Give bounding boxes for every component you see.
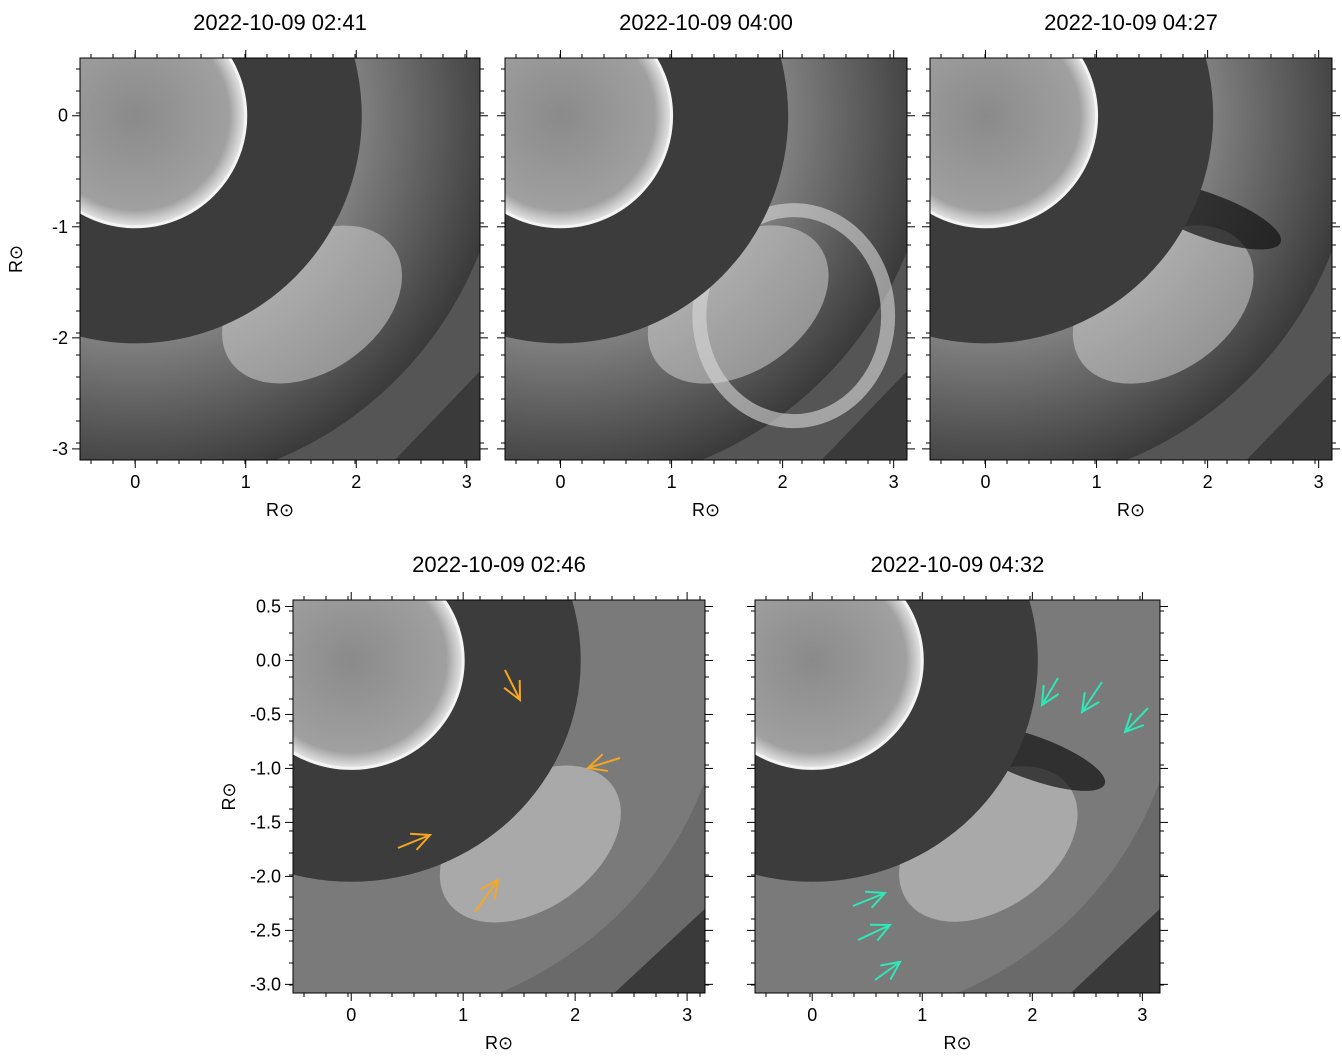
x-tick-label: 0 <box>346 1005 356 1025</box>
x-tick-label: 3 <box>1137 1005 1147 1025</box>
x-tick-label: 1 <box>917 1005 927 1025</box>
figure: 2022-10-09 02:41 0 1 2 3 -3 -2 -1 0 R⊙ R⊙ 2022-10-0… <box>0 0 1342 1057</box>
y-tick-label: -1.5 <box>250 812 281 832</box>
x-tick-label: 1 <box>1092 472 1102 492</box>
x-tick-label: 2 <box>1027 1005 1037 1025</box>
x-axis-label: R⊙ <box>485 1033 513 1053</box>
panel-title: 2022-10-09 02:41 <box>193 10 367 35</box>
panel-title: 2022-10-09 04:27 <box>1044 10 1218 35</box>
y-tick-label: 0 <box>58 106 68 126</box>
image <box>0 0 505 488</box>
y-axis-label: R⊙ <box>219 782 239 810</box>
y-tick-label: 0.0 <box>256 650 281 670</box>
x-tick-label: 3 <box>889 472 899 492</box>
x-tick-label: 1 <box>667 472 677 492</box>
panel-title: 2022-10-09 04:32 <box>871 552 1045 577</box>
y-tick-label: -1 <box>52 217 68 237</box>
x-tick-label: 3 <box>462 472 472 492</box>
y-tick-label: -0.5 <box>250 704 281 724</box>
x-tick-label: 1 <box>241 472 251 492</box>
x-tick-label: 0 <box>981 472 991 492</box>
y-tick-label: -2.0 <box>250 866 281 886</box>
x-tick-label: 2 <box>351 472 361 492</box>
x-tick-label: 0 <box>556 472 566 492</box>
x-axis-label: R⊙ <box>692 500 720 520</box>
x-tick-label: 2 <box>778 472 788 492</box>
y-tick-label: -1.0 <box>250 758 281 778</box>
y-tick-label: -2 <box>52 328 68 348</box>
x-axis-label: R⊙ <box>1117 500 1145 520</box>
y-tick-label: 0.5 <box>256 596 281 616</box>
x-tick-label: 2 <box>1203 472 1213 492</box>
x-axis-label: R⊙ <box>943 1033 971 1053</box>
x-tick-label: 3 <box>682 1005 692 1025</box>
x-tick-label: 3 <box>1314 472 1324 492</box>
x-tick-label: 1 <box>458 1005 468 1025</box>
x-tick-label: 0 <box>807 1005 817 1025</box>
y-tick-label: -2.5 <box>250 920 281 940</box>
panel-title: 2022-10-09 02:46 <box>412 552 586 577</box>
x-tick-label: 0 <box>130 472 140 492</box>
sun-disk <box>702 552 922 768</box>
y-axis-label: R⊙ <box>6 245 26 273</box>
panel-title: 2022-10-09 04:00 <box>619 10 793 35</box>
y-tick-label: -3.0 <box>250 974 281 994</box>
x-axis-label: R⊙ <box>266 500 294 520</box>
y-tick-label: -3 <box>52 439 68 459</box>
x-tick-label: 2 <box>570 1005 580 1025</box>
